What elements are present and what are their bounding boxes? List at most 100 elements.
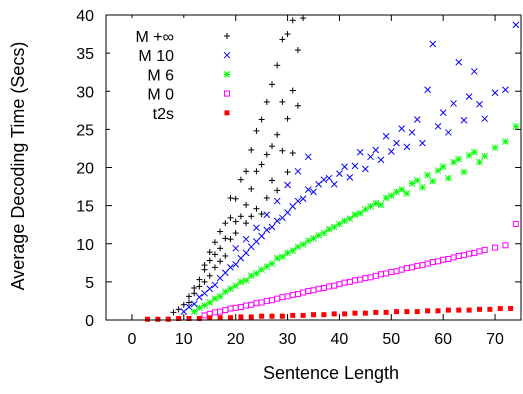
data-point <box>227 195 234 201</box>
data-point <box>227 264 234 271</box>
y-tick-label: 20 <box>76 161 94 178</box>
data-point <box>294 197 302 205</box>
data-point <box>206 257 213 264</box>
x-tick-label: 60 <box>434 331 452 348</box>
data-point <box>263 297 270 304</box>
data-point <box>414 262 421 269</box>
y-tick-label: 30 <box>76 84 94 101</box>
data-point <box>263 211 271 219</box>
data-point <box>346 215 354 222</box>
y-tick-label: 10 <box>76 237 94 254</box>
data-point <box>269 81 275 88</box>
data-point <box>279 313 285 319</box>
legend-label: M +∞ <box>135 29 174 46</box>
data-point <box>356 209 364 217</box>
data-point <box>445 307 451 313</box>
data-point <box>393 268 400 275</box>
data-point <box>294 47 301 54</box>
data-point <box>279 294 286 301</box>
data-point <box>382 132 390 140</box>
data-point <box>502 86 509 94</box>
data-point <box>320 176 328 184</box>
data-point <box>217 258 224 265</box>
y-axis-label: Average Decoding Time (Secs) <box>8 42 28 291</box>
legend-label: M 6 <box>147 67 174 84</box>
data-point <box>300 15 307 22</box>
data-point <box>227 305 234 312</box>
data-point <box>304 237 312 245</box>
data-point <box>201 278 208 285</box>
data-point <box>253 127 260 134</box>
x-tick-label: 30 <box>279 331 297 348</box>
data-point <box>176 315 182 321</box>
chart-axes: 0 10 20 30 40 50 60 70 0 5 10 15 20 25 30 35 40 <box>76 8 522 348</box>
data-point <box>476 100 483 108</box>
data-point <box>346 278 353 285</box>
data-point <box>196 276 203 283</box>
legend-entry: M 6 <box>147 67 231 84</box>
data-point <box>247 272 255 280</box>
data-point <box>294 243 302 251</box>
data-point <box>227 236 234 243</box>
data-point <box>196 283 203 290</box>
data-point <box>299 241 307 248</box>
data-point <box>331 311 337 317</box>
data-point <box>180 301 187 308</box>
data-point <box>310 287 317 294</box>
data-point <box>190 300 198 308</box>
data-point <box>259 313 265 319</box>
legend-entry: M 0 <box>147 87 230 104</box>
data-point <box>367 274 374 281</box>
data-point <box>502 138 509 145</box>
data-point <box>269 313 275 319</box>
data-point <box>243 168 250 175</box>
data-point <box>424 86 431 94</box>
data-point <box>435 258 441 265</box>
data-point <box>408 129 416 136</box>
data-point <box>434 122 442 130</box>
data-point <box>274 131 281 138</box>
data-point <box>466 307 472 313</box>
data-point <box>206 272 213 279</box>
data-point <box>175 306 182 313</box>
data-point <box>232 260 240 268</box>
data-point <box>211 264 218 271</box>
data-point <box>450 254 457 261</box>
data-point <box>258 161 265 168</box>
data-point <box>273 197 281 205</box>
legend-label: M 0 <box>147 87 174 104</box>
legend-entry: M 10 <box>138 48 231 65</box>
data-point <box>429 177 437 185</box>
chart-marks <box>145 15 520 322</box>
data-point <box>284 293 291 300</box>
data-point <box>387 192 395 200</box>
legend-entry: t2s <box>153 106 230 123</box>
data-point <box>356 148 364 156</box>
series-3 <box>190 122 520 315</box>
y-tick-label: 35 <box>76 46 94 63</box>
data-point <box>222 220 229 227</box>
data-point <box>394 309 399 315</box>
data-point <box>190 308 198 315</box>
data-point <box>196 293 203 301</box>
data-point <box>470 148 478 156</box>
data-point <box>476 158 483 166</box>
data-point <box>191 290 198 297</box>
data-point <box>413 116 421 123</box>
data-point <box>492 244 499 251</box>
data-point <box>289 247 297 254</box>
data-point <box>351 211 359 219</box>
data-point <box>476 248 483 255</box>
data-point <box>274 187 281 194</box>
data-point <box>398 266 405 273</box>
data-point <box>191 284 198 291</box>
data-point <box>217 245 224 252</box>
data-point <box>273 217 281 225</box>
series-5 <box>145 306 514 322</box>
data-point <box>211 309 218 316</box>
data-point <box>465 151 473 159</box>
data-point <box>315 232 323 239</box>
data-point <box>413 177 421 184</box>
data-point <box>408 180 416 187</box>
